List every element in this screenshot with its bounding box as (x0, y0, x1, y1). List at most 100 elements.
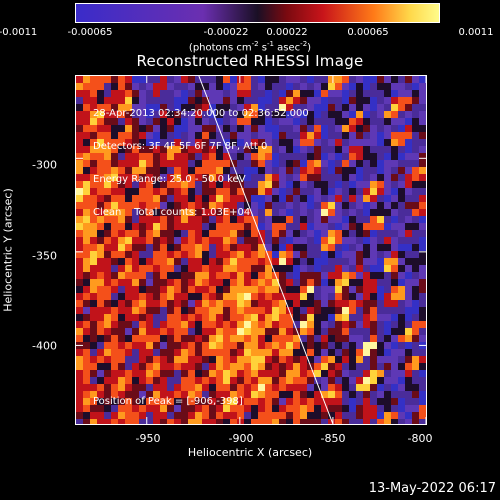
heatmap-cell (328, 321, 336, 329)
heatmap-cell (321, 118, 329, 126)
heatmap-cell (244, 321, 252, 329)
heatmap-cell (384, 160, 392, 168)
heatmap-cell (118, 412, 126, 420)
heatmap-cell (167, 181, 175, 189)
heatmap-cell (132, 300, 140, 308)
heatmap-cell (125, 286, 133, 294)
heatmap-cell (230, 181, 238, 189)
heatmap-cell (83, 293, 91, 301)
heatmap-cell (195, 307, 203, 315)
heatmap-cell (216, 342, 224, 350)
heatmap-cell (391, 153, 399, 161)
heatmap-cell (111, 349, 119, 357)
heatmap-cell (97, 90, 105, 98)
heatmap-cell (342, 391, 350, 399)
heatmap-cell (398, 314, 406, 322)
heatmap-cell (216, 258, 224, 266)
heatmap-cell (384, 321, 392, 329)
heatmap-cell (335, 370, 343, 378)
heatmap-cell (132, 265, 140, 273)
heatmap-cell (97, 328, 105, 336)
heatmap-cell (370, 195, 378, 203)
heatmap-cell (153, 363, 161, 371)
heatmap-cell (363, 146, 371, 154)
heatmap-cell (202, 279, 210, 287)
heatmap-cell (363, 97, 371, 105)
heatmap-cell (300, 97, 308, 105)
heatmap-cell (118, 104, 126, 112)
heatmap-cell (349, 216, 357, 224)
heatmap-cell (139, 251, 147, 259)
heatmap-cell (419, 398, 426, 406)
heatmap-cell (314, 132, 322, 140)
heatmap-cell (384, 272, 392, 280)
heatmap-cell (160, 300, 168, 308)
heatmap-cell (195, 202, 203, 210)
heatmap-cell (167, 97, 175, 105)
heatmap-cell (419, 391, 426, 399)
heatmap-cell (370, 258, 378, 266)
heatmap-cell (90, 223, 98, 231)
heatmap-cell (349, 195, 357, 203)
heatmap-cell (307, 244, 315, 252)
heatmap-cell (335, 202, 343, 210)
heatmap-cell (293, 160, 301, 168)
heatmap-cell (188, 111, 196, 119)
heatmap-cell (419, 314, 426, 322)
heatmap-cell (132, 293, 140, 301)
heatmap-cell (342, 244, 350, 252)
heatmap-cell (279, 279, 287, 287)
heatmap-cell (139, 188, 147, 196)
heatmap-cell (356, 118, 364, 126)
heatmap-cell (160, 293, 168, 301)
heatmap-cell (90, 314, 98, 322)
heatmap-cell (118, 335, 126, 343)
heatmap-cell (230, 202, 238, 210)
heatmap-cell (111, 76, 119, 84)
heatmap-cell (195, 167, 203, 175)
heatmap-cell (244, 335, 252, 343)
heatmap-cell (230, 125, 238, 133)
heatmap-cell (342, 293, 350, 301)
heatmap-cell (188, 195, 196, 203)
heatmap-cell (230, 76, 238, 84)
heatmap-cell (76, 83, 84, 91)
heatmap-cell (202, 328, 210, 336)
heatmap-cell (83, 342, 91, 350)
heatmap-cell (223, 132, 231, 140)
heatmap-cell (97, 412, 105, 420)
heatmap-cell (83, 349, 91, 357)
heatmap-cell (272, 286, 280, 294)
heatmap-cell (286, 139, 294, 147)
heatmap-cell (125, 237, 133, 245)
heatmap-cell (363, 251, 371, 259)
heatmap-cell (342, 139, 350, 147)
heatmap-cell (174, 258, 182, 266)
heatmap-cell (230, 300, 238, 308)
heatmap-cell (202, 195, 210, 203)
heatmap-cell (216, 391, 224, 399)
heatmap-cell (202, 272, 210, 280)
heatmap-cell (258, 167, 266, 175)
heatmap-cell (377, 216, 385, 224)
heatmap-cell (356, 244, 364, 252)
heatmap-cell (370, 160, 378, 168)
heatmap-cell (370, 90, 378, 98)
heatmap-cell (335, 384, 343, 392)
heatmap-cell (314, 412, 322, 420)
y-axis-label: Heliocentric Y (arcsec) (1, 188, 15, 312)
heatmap-cell (111, 139, 119, 147)
heatmap-cell (356, 97, 364, 105)
heatmap-cell (398, 174, 406, 182)
heatmap-cell (181, 265, 189, 273)
heatmap-cell (223, 125, 231, 133)
heatmap-cell (328, 90, 336, 98)
heatmap-cell (139, 342, 147, 350)
heatmap-cell (153, 251, 161, 259)
heatmap-cell (244, 132, 252, 140)
heatmap-cell (370, 328, 378, 336)
heatmap-cell (405, 83, 413, 91)
heatmap-cell (174, 356, 182, 364)
heatmap-cell (258, 342, 266, 350)
heatmap-cell (321, 188, 329, 196)
